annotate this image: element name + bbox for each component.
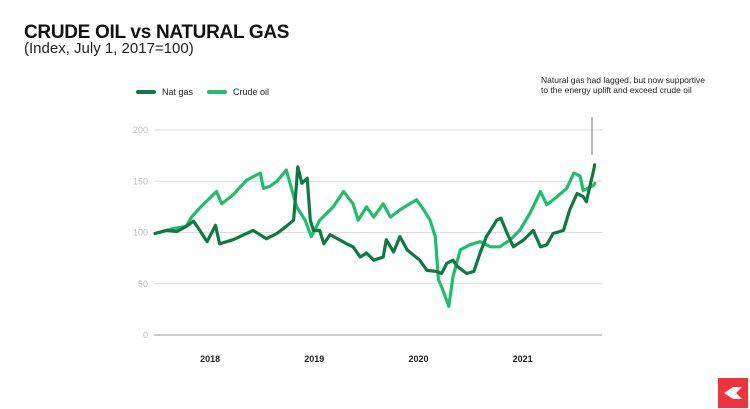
x-tick-label: 2018 xyxy=(200,354,220,364)
series-line-nat-gas xyxy=(153,163,597,276)
chart-subtitle: (Index, July 1, 2017=100) xyxy=(24,40,194,57)
legend-swatch xyxy=(136,90,156,94)
x-tick-label: 2020 xyxy=(408,354,428,364)
legend-label: Nat gas xyxy=(162,87,194,97)
legend-item-nat-gas: Nat gas xyxy=(136,87,193,97)
brand-logo xyxy=(718,378,748,408)
y-tick-label: 200 xyxy=(133,125,148,135)
legend-swatch xyxy=(207,90,228,94)
annotation-text: Natural gas had lagged, but now supporti… xyxy=(541,75,705,95)
x-tick-label: 2019 xyxy=(304,354,324,364)
legend-item-crude-oil: Crude oil xyxy=(207,87,269,97)
y-tick-label: 150 xyxy=(133,176,148,186)
series-line-crude-oil xyxy=(153,168,597,308)
x-tick-label: 2021 xyxy=(513,354,533,364)
logo-x-icon xyxy=(724,387,742,399)
y-tick-label: 0 xyxy=(143,330,148,340)
y-tick-label: 50 xyxy=(138,279,148,289)
chart-title: CRUDE OIL vs NATURAL GAS xyxy=(24,22,290,43)
y-tick-label: 100 xyxy=(133,228,148,238)
legend: Nat gas Crude oil xyxy=(136,87,269,97)
legend-label: Crude oil xyxy=(233,87,270,97)
